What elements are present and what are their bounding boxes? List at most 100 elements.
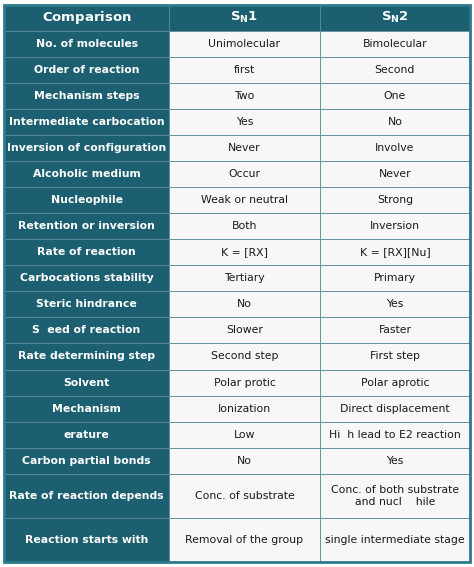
Text: Yes: Yes	[386, 456, 403, 466]
Text: Never: Never	[228, 143, 261, 153]
Bar	[4, 518, 169, 562]
Bar	[4, 213, 169, 239]
Text: Nucleophile: Nucleophile	[51, 195, 123, 205]
Bar	[319, 265, 470, 291]
Text: Both: Both	[232, 221, 257, 231]
Bar	[169, 31, 319, 57]
Text: Rate of reaction depends: Rate of reaction depends	[9, 491, 164, 501]
Text: Rate determining step: Rate determining step	[18, 352, 155, 362]
Bar	[4, 291, 169, 318]
Text: Order of reaction: Order of reaction	[34, 65, 139, 75]
Text: Yes: Yes	[386, 299, 403, 310]
Text: single intermediate stage: single intermediate stage	[325, 535, 465, 545]
Bar	[4, 161, 169, 187]
Text: No: No	[237, 299, 252, 310]
Text: Alcoholic medium: Alcoholic medium	[33, 169, 140, 179]
Bar	[169, 396, 319, 422]
Bar	[4, 187, 169, 213]
Text: Reaction starts with: Reaction starts with	[25, 535, 148, 545]
Bar	[319, 422, 470, 448]
Bar	[169, 5, 319, 31]
Bar	[319, 109, 470, 135]
Text: K = [RX]: K = [RX]	[221, 247, 268, 257]
Text: Strong: Strong	[377, 195, 413, 205]
Text: Conc. of substrate: Conc. of substrate	[195, 491, 294, 501]
Bar	[319, 187, 470, 213]
Text: Yes: Yes	[236, 117, 253, 127]
Bar	[4, 31, 169, 57]
Bar	[319, 518, 470, 562]
Text: Mechanism: Mechanism	[52, 404, 121, 414]
Bar	[169, 187, 319, 213]
Bar	[319, 31, 470, 57]
Text: Carbon partial bonds: Carbon partial bonds	[22, 456, 151, 466]
Bar	[4, 344, 169, 370]
Text: Carbocations stability: Carbocations stability	[20, 273, 154, 284]
Text: Conc. of both substrate
and nucl    hile: Conc. of both substrate and nucl hile	[331, 485, 459, 507]
Bar	[319, 318, 470, 344]
Text: Unimolecular: Unimolecular	[209, 39, 281, 49]
Bar	[169, 57, 319, 83]
Bar	[319, 213, 470, 239]
Bar	[169, 213, 319, 239]
Bar	[4, 265, 169, 291]
Bar	[4, 239, 169, 265]
Text: No. of molecules: No. of molecules	[36, 39, 137, 49]
Bar	[319, 344, 470, 370]
Bar	[4, 57, 169, 83]
Bar	[169, 448, 319, 474]
Text: First step: First step	[370, 352, 420, 362]
Bar	[169, 474, 319, 518]
Bar	[319, 370, 470, 396]
Text: Weak or neutral: Weak or neutral	[201, 195, 288, 205]
Text: Occur: Occur	[228, 169, 260, 179]
Bar	[169, 344, 319, 370]
Bar	[319, 83, 470, 109]
Bar	[4, 474, 169, 518]
Text: Primary: Primary	[374, 273, 416, 284]
Bar	[319, 291, 470, 318]
Text: Slower: Slower	[226, 325, 263, 336]
Text: Mechanism steps: Mechanism steps	[34, 91, 139, 101]
Text: Polar protic: Polar protic	[213, 378, 275, 388]
Text: Retention or inversion: Retention or inversion	[18, 221, 155, 231]
Text: No: No	[387, 117, 402, 127]
Bar	[319, 239, 470, 265]
Bar	[169, 370, 319, 396]
Bar	[169, 422, 319, 448]
Bar	[319, 161, 470, 187]
Bar	[4, 318, 169, 344]
Text: S  eed of reaction: S eed of reaction	[32, 325, 141, 336]
Bar	[319, 474, 470, 518]
Text: Direct displacement: Direct displacement	[340, 404, 450, 414]
Bar	[4, 448, 169, 474]
Bar	[169, 135, 319, 161]
Text: No: No	[237, 456, 252, 466]
Text: Intermediate carbocation: Intermediate carbocation	[9, 117, 164, 127]
Bar	[169, 83, 319, 109]
Text: Hi  h lead to E2 reaction: Hi h lead to E2 reaction	[329, 430, 461, 440]
Bar	[169, 161, 319, 187]
Bar	[4, 422, 169, 448]
Text: $\mathbf{S_N2}$: $\mathbf{S_N2}$	[381, 10, 409, 25]
Bar	[319, 135, 470, 161]
Text: Bimolecular: Bimolecular	[363, 39, 427, 49]
Text: One: One	[384, 91, 406, 101]
Bar	[4, 109, 169, 135]
Text: $\mathbf{S_N1}$: $\mathbf{S_N1}$	[230, 10, 258, 25]
Text: K = [RX][Nu]: K = [RX][Nu]	[359, 247, 430, 257]
Text: Never: Never	[379, 169, 411, 179]
Bar	[169, 318, 319, 344]
Bar	[319, 448, 470, 474]
Bar	[319, 396, 470, 422]
Text: Inversion of configuration: Inversion of configuration	[7, 143, 166, 153]
Bar	[4, 396, 169, 422]
Bar	[169, 265, 319, 291]
Text: $\mathbf{Comparison}$: $\mathbf{Comparison}$	[42, 9, 131, 26]
Bar	[169, 239, 319, 265]
Text: erature: erature	[64, 430, 109, 440]
Bar	[169, 291, 319, 318]
Text: Two: Two	[234, 91, 255, 101]
Text: Second: Second	[374, 65, 415, 75]
Text: Second step: Second step	[211, 352, 278, 362]
